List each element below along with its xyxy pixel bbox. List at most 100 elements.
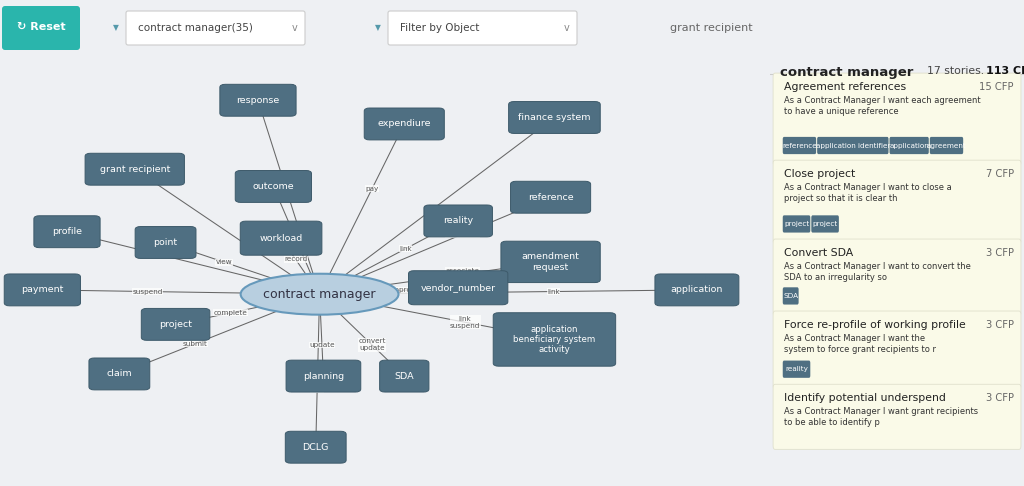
Text: outcome: outcome: [253, 182, 294, 191]
FancyBboxPatch shape: [890, 137, 929, 154]
Text: contract manager: contract manager: [780, 66, 913, 79]
Text: SDA: SDA: [783, 293, 799, 299]
Text: 15 CFP: 15 CFP: [979, 82, 1014, 92]
Text: point: point: [154, 238, 177, 247]
FancyBboxPatch shape: [773, 160, 1021, 244]
FancyBboxPatch shape: [494, 312, 615, 366]
Text: 113 CFP: 113 CFP: [986, 66, 1024, 76]
Text: reference: reference: [527, 193, 573, 202]
Text: update: update: [309, 342, 335, 348]
Text: grant recipient: grant recipient: [670, 23, 753, 33]
Text: Convert SDA: Convert SDA: [784, 248, 853, 258]
Text: v: v: [564, 23, 570, 33]
Text: DCLG: DCLG: [302, 443, 329, 451]
Text: finance system: finance system: [518, 113, 591, 122]
FancyBboxPatch shape: [365, 108, 444, 140]
Text: As a Contract Manager I want to convert the
SDA to an irregularity so: As a Contract Manager I want to convert …: [784, 262, 971, 282]
Text: ▼: ▼: [375, 23, 381, 33]
Text: Close project: Close project: [784, 169, 855, 179]
Text: link: link: [399, 246, 412, 252]
Text: ↻ Reset: ↻ Reset: [16, 22, 66, 32]
FancyBboxPatch shape: [773, 239, 1021, 316]
FancyBboxPatch shape: [135, 226, 196, 259]
Text: pay: pay: [310, 386, 324, 392]
Text: workload: workload: [259, 234, 303, 243]
FancyBboxPatch shape: [220, 84, 296, 116]
Text: application
beneficiary system
activity: application beneficiary system activity: [513, 325, 596, 354]
Text: Filter by Object: Filter by Object: [400, 23, 479, 33]
Text: project: project: [159, 320, 193, 329]
FancyBboxPatch shape: [782, 215, 810, 233]
Text: claim: claim: [106, 369, 132, 379]
Text: contract manager: contract manager: [263, 288, 376, 301]
Text: application identifier: application identifier: [815, 142, 890, 149]
Text: reality: reality: [785, 366, 808, 372]
FancyBboxPatch shape: [501, 241, 600, 282]
FancyBboxPatch shape: [773, 311, 1021, 389]
FancyBboxPatch shape: [655, 274, 739, 306]
Text: view: view: [216, 259, 232, 265]
Text: amendment
request: amendment request: [521, 252, 580, 272]
Text: Force re-profile of working profile: Force re-profile of working profile: [784, 320, 966, 330]
FancyBboxPatch shape: [388, 11, 577, 45]
FancyBboxPatch shape: [241, 221, 322, 255]
FancyBboxPatch shape: [4, 274, 81, 306]
FancyBboxPatch shape: [773, 384, 1021, 450]
Text: project: project: [784, 221, 809, 227]
Text: application: application: [889, 142, 929, 149]
Text: project: project: [812, 221, 838, 227]
Text: SDA: SDA: [394, 372, 414, 381]
Text: complete: complete: [213, 310, 247, 316]
Text: response: response: [237, 96, 280, 105]
Text: 3 CFP: 3 CFP: [986, 393, 1014, 403]
FancyBboxPatch shape: [89, 358, 150, 390]
FancyBboxPatch shape: [286, 360, 360, 392]
FancyBboxPatch shape: [236, 171, 311, 202]
FancyBboxPatch shape: [509, 102, 600, 134]
FancyBboxPatch shape: [782, 137, 816, 154]
Text: As a Contract Manager I want each agreement
to have a unique reference: As a Contract Manager I want each agreem…: [784, 96, 981, 116]
FancyBboxPatch shape: [141, 309, 210, 340]
Text: profile: profile: [52, 227, 82, 236]
Text: 7 CFP: 7 CFP: [986, 169, 1014, 179]
Text: ▼: ▼: [113, 23, 119, 33]
Text: reference: reference: [782, 142, 817, 149]
FancyBboxPatch shape: [34, 216, 100, 248]
FancyBboxPatch shape: [782, 287, 799, 305]
FancyBboxPatch shape: [2, 6, 80, 50]
Text: link: link: [547, 289, 560, 295]
Text: As a Contract Manager I want grant recipients
to be able to identify p: As a Contract Manager I want grant recip…: [784, 407, 978, 427]
Text: v: v: [292, 23, 298, 33]
Text: associate
manage: associate manage: [445, 268, 480, 280]
Text: contract manager(35): contract manager(35): [138, 23, 253, 33]
FancyBboxPatch shape: [380, 360, 429, 392]
Ellipse shape: [241, 274, 398, 314]
FancyBboxPatch shape: [85, 153, 184, 185]
FancyBboxPatch shape: [773, 73, 1021, 165]
Text: convert
update: convert update: [358, 338, 386, 351]
Text: link
suspend: link suspend: [450, 316, 480, 329]
Text: Agreement references: Agreement references: [784, 82, 906, 92]
Text: agreement: agreement: [927, 142, 967, 149]
FancyBboxPatch shape: [424, 205, 493, 237]
Text: 17 stories.: 17 stories.: [928, 66, 985, 76]
FancyBboxPatch shape: [286, 431, 346, 463]
Text: Identify potential underspend: Identify potential underspend: [784, 393, 946, 403]
FancyBboxPatch shape: [817, 137, 889, 154]
Text: 3 CFP: 3 CFP: [986, 320, 1014, 330]
FancyBboxPatch shape: [811, 215, 839, 233]
Text: application: application: [671, 285, 723, 295]
Text: As a Contract Manager I want the
system to force grant recipients to r: As a Contract Manager I want the system …: [784, 334, 936, 354]
FancyBboxPatch shape: [126, 11, 305, 45]
Text: submit: submit: [183, 341, 208, 347]
Text: approve: approve: [391, 287, 420, 293]
Text: record: record: [284, 257, 307, 262]
Text: 3 CFP: 3 CFP: [986, 248, 1014, 258]
Text: vendor_number: vendor_number: [421, 283, 496, 292]
FancyBboxPatch shape: [409, 271, 508, 305]
Text: planning: planning: [303, 372, 344, 381]
FancyBboxPatch shape: [511, 181, 591, 213]
Text: authorise: authorise: [445, 231, 480, 237]
Text: check: check: [281, 225, 301, 230]
Text: suspend: suspend: [132, 289, 163, 295]
